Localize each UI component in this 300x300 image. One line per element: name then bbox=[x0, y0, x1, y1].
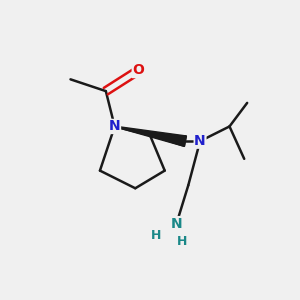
Polygon shape bbox=[115, 126, 186, 146]
Text: H: H bbox=[151, 229, 161, 242]
Text: H: H bbox=[177, 235, 188, 248]
Text: N: N bbox=[109, 119, 121, 134]
Text: N: N bbox=[171, 217, 182, 231]
Polygon shape bbox=[150, 135, 186, 146]
Text: N: N bbox=[194, 134, 206, 148]
Text: O: O bbox=[132, 64, 144, 77]
